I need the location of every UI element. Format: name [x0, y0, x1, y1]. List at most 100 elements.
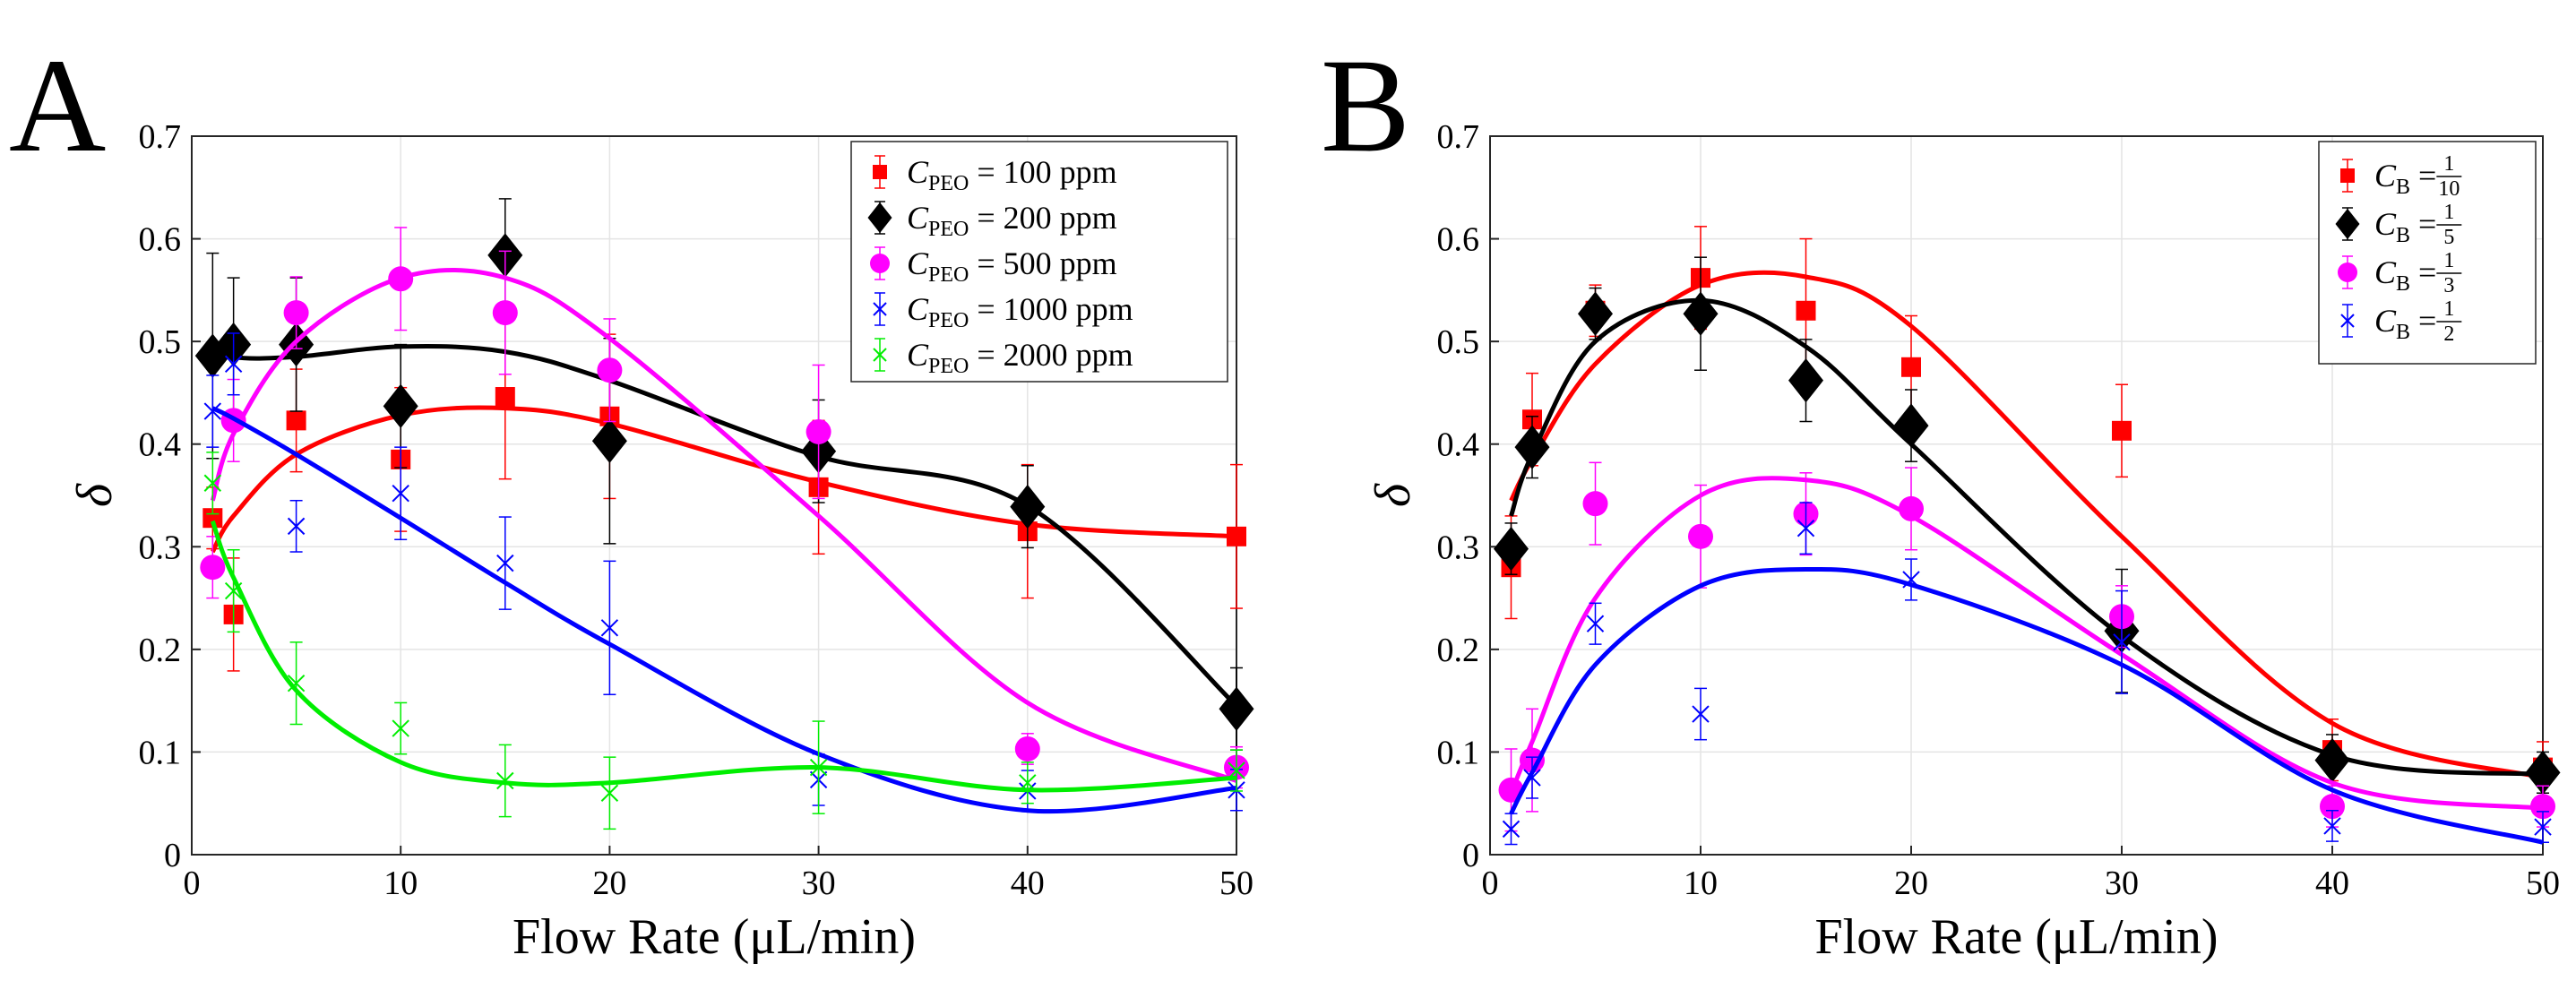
- data-point: [1788, 357, 1823, 403]
- data-point: [2112, 420, 2132, 441]
- fraction-denominator: 2: [2443, 323, 2454, 346]
- legend-marker: [2340, 314, 2355, 328]
- data-point: [392, 719, 409, 737]
- x-tick-label: 10: [383, 865, 418, 902]
- fraction-denominator: 10: [2438, 177, 2460, 201]
- legend-item: CPEO = 100 ppm: [873, 154, 1117, 195]
- data-point: [495, 387, 515, 408]
- x-tick-label: 10: [1684, 865, 1718, 902]
- y-tick-label: 0.6: [1437, 221, 1480, 259]
- data-point: [496, 771, 514, 790]
- x-tick-label: 20: [1894, 865, 1928, 902]
- data-point: [1902, 571, 1920, 589]
- data-point: [809, 758, 828, 777]
- x-tick-label: 30: [2105, 865, 2139, 902]
- legend-item: CPEO = 2000 ppm: [873, 337, 1133, 378]
- data-point: [1586, 615, 1605, 632]
- y-tick-label: 0.7: [139, 118, 182, 156]
- data-point: [600, 619, 619, 637]
- chart-panel-b: 0 10 20 30 40 50 0 0.1 0.2 0.3 0.4 0.5 0.6 0.7 Flow Ra…: [1321, 31, 2561, 965]
- data-point: [2530, 794, 2555, 820]
- x-tick-label: 50: [1219, 865, 1254, 902]
- fraction-numerator: 1: [2443, 152, 2454, 176]
- y-tick-label: 0.7: [1437, 118, 1480, 156]
- data-point: [1514, 425, 1550, 469]
- legend-label: CPEO = 2000 ppm: [907, 337, 1133, 378]
- legend-label: CPEO = 100 ppm: [907, 154, 1117, 195]
- legend-item: CPEO = 500 ppm: [870, 245, 1117, 287]
- y-tick-label: 0.2: [139, 632, 182, 669]
- data-point: [1502, 820, 1521, 839]
- legend-label: CPEO = 200 ppm: [907, 200, 1117, 241]
- legend-item: CPEO = 200 ppm: [867, 200, 1117, 241]
- legend-marker: [870, 254, 890, 273]
- data-point: [287, 517, 306, 536]
- panel-label: A: [9, 31, 106, 180]
- legend-marker: [873, 348, 887, 362]
- y-tick-label: 0: [164, 837, 181, 874]
- legend-item: CB = 13: [2338, 249, 2462, 297]
- legend-fraction: 15: [2436, 201, 2462, 249]
- series-4: [1502, 502, 2552, 846]
- legend-label: CB =: [2374, 158, 2436, 199]
- legend-fraction: 12: [2436, 297, 2462, 346]
- data-point: [1219, 686, 1254, 732]
- data-point: [383, 383, 418, 429]
- legend-marker: [873, 165, 887, 179]
- fraction-numerator: 1: [2443, 297, 2454, 321]
- data-point: [1494, 526, 1529, 572]
- series-3: [200, 227, 1249, 789]
- series-3: [1498, 461, 2555, 832]
- fit-curve: [211, 340, 1238, 708]
- data-point: [1692, 705, 1710, 723]
- fit-curve: [210, 520, 1237, 793]
- y-tick-label: 0.5: [1437, 323, 1480, 361]
- legend-item: CB = 12: [2340, 297, 2462, 346]
- data-point: [1582, 491, 1608, 517]
- y-axis-label: δ: [1366, 483, 1421, 507]
- x-tick-label: 0: [184, 865, 201, 902]
- data-point: [200, 555, 226, 581]
- legend-label: CPEO = 1000 ppm: [907, 291, 1133, 332]
- fraction-numerator: 1: [2443, 201, 2454, 224]
- fit-curve: [211, 405, 1237, 554]
- y-tick-label: 0.2: [1437, 632, 1480, 669]
- data-point: [388, 266, 414, 292]
- legend-marker: [2338, 262, 2357, 282]
- legend-label: CB =: [2374, 206, 2436, 247]
- data-point: [2534, 818, 2552, 836]
- x-axis-label: Flow Rate (μL/min): [513, 909, 916, 965]
- x-tick-label: 30: [802, 865, 836, 902]
- data-point: [1523, 769, 1541, 787]
- x-tick-label: 40: [1011, 865, 1045, 902]
- fit-curve: [1509, 270, 2544, 780]
- data-point: [2323, 817, 2341, 835]
- fit-curve: [210, 267, 1237, 783]
- fit-curve: [211, 406, 1237, 814]
- data-point: [492, 300, 518, 326]
- x-tick-label: 50: [2526, 865, 2560, 902]
- legend-marker: [2340, 168, 2355, 183]
- data-point: [203, 474, 222, 492]
- chart-panel-a: 0 10 20 30 40 50 0 0.1 0.2 0.3 0.4 0.5 0.6 0.7 Flow Ra…: [9, 31, 1254, 965]
- data-point: [286, 410, 306, 431]
- y-tick-label: 0.4: [1437, 426, 1480, 464]
- panel-label: B: [1321, 31, 1410, 180]
- fit-curve: [1509, 566, 2544, 845]
- y-tick-label: 0.5: [139, 323, 182, 361]
- data-point: [1683, 291, 1719, 336]
- legend-label: CPEO = 500 ppm: [907, 245, 1117, 287]
- data-point: [203, 402, 222, 420]
- data-point: [806, 418, 831, 444]
- data-point: [597, 357, 623, 383]
- series-5: [203, 452, 1245, 830]
- data-point: [1901, 357, 1921, 377]
- x-tick-label: 40: [2315, 865, 2349, 902]
- fraction-denominator: 3: [2443, 274, 2454, 297]
- data-point: [224, 581, 243, 600]
- data-point: [392, 485, 409, 503]
- data-point: [1893, 403, 1929, 448]
- legend-item: CB = 15: [2335, 201, 2462, 249]
- data-point: [1227, 526, 1246, 546]
